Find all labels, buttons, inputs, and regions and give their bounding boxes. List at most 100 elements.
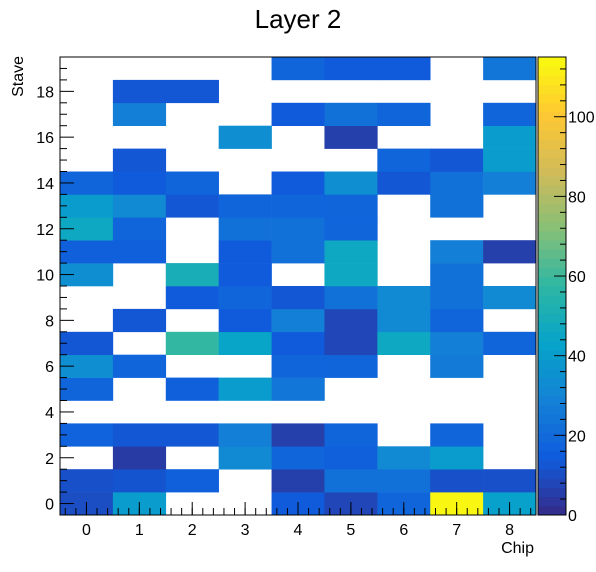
palette-band [538,176,566,186]
heatmap-cell-chip3-stave8 [218,308,272,333]
heatmap-cell-chip8-stave7 [483,331,537,355]
y-tick-label: 12 [36,222,54,239]
heatmap-cell-chip2-stave7 [165,331,219,355]
palette-band [538,359,566,369]
palette-axis: 0 20 40 60 80 100 [554,68,595,525]
heatmap-cell-chip6-stave9 [377,286,431,310]
y-tick-label: 14 [36,176,54,193]
heatmap-cell-chip3-stave10 [218,263,272,287]
palette-band [538,75,566,85]
heatmap-cell-chip1-stave15 [112,148,167,172]
heatmap-cell-chip0-stave6 [60,354,114,378]
heatmap-cell-chip4-stave5 [271,377,325,401]
heatmap-cell-chip8-stave19 [483,57,537,81]
palette-band [538,276,566,287]
palette-band [538,84,566,95]
palette-tick-label: 40 [568,349,586,366]
palette-band [538,221,566,232]
x-tick-label: 2 [188,522,197,539]
palette-band [538,203,566,214]
palette-band [538,478,566,488]
palette-frame [537,56,567,516]
heatmap-cell-chip6-stave19 [377,57,431,81]
heatmap-cell-chip6-stave17 [377,102,431,126]
x-axis-label: Chip [501,540,534,557]
heatmap-cell-chip1-stave13 [112,194,167,218]
x-tick-label: 4 [294,522,303,539]
palette-band [538,340,566,351]
heatmap-cell-chip0-stave13 [60,194,114,218]
heatmap-cell-chip1-stave8 [112,308,167,333]
heatmap-cell-chip1-stave3 [112,423,167,447]
heatmap-cell-chip8-stave1 [483,469,537,493]
heatmap-cell-chip4-stave19 [271,57,325,81]
palette-tick-label: 0 [568,508,577,525]
heatmap-cell-chip5-stave12 [324,217,378,241]
heatmap-cell-chip8-stave15 [483,148,537,172]
heatmap-cell-chip0-stave10 [60,263,114,287]
x-tick-label: 3 [241,522,250,539]
heatmap-cell-chip1-stave11 [112,240,167,264]
heatmap-cell-chip1-stave18 [112,79,167,104]
heatmap-cell-chip5-stave10 [324,263,378,287]
palette-band [538,313,566,324]
heatmap-cell-chip3-stave2 [218,446,272,470]
y-tick-label: 0 [45,497,54,514]
heatmap-cell-chip1-stave12 [112,217,167,241]
heatmap-cell-chip5-stave14 [324,171,378,195]
palette-tick-label: 20 [568,428,586,445]
palette-band [538,496,566,507]
heatmap-cell-chip2-stave3 [165,423,219,447]
palette-band [538,460,566,470]
heatmap-cell-chip5-stave6 [324,354,378,378]
heatmap-cell-chip3-stave3 [218,423,272,447]
heatmap-cell-chip4-stave13 [271,194,325,218]
x-tick-label: 1 [135,522,144,539]
palette-band [538,57,566,67]
y-tick-label: 10 [36,268,54,285]
palette-band [538,368,566,378]
heatmap-cell-chip4-stave7 [271,331,325,355]
palette-band [538,185,566,195]
heatmap-cell-chip7-stave3 [430,423,484,447]
heatmap-cell-chip3-stave16 [218,125,272,149]
heatmap-cell-chip3-stave9 [218,286,272,310]
color-palette [538,57,566,516]
heatmap-cell-chip5-stave3 [324,423,378,447]
palette-band [538,130,566,140]
heatmap-cell-chip4-stave8 [271,308,325,333]
heatmap-cell-chip5-stave17 [324,102,378,126]
palette-tick-label: 100 [568,110,595,127]
heatmap-cell-chip0-stave14 [60,171,114,195]
heatmap-cell-chip8-stave9 [483,286,537,310]
heatmap-cell-chip7-stave15 [430,148,484,172]
heatmap-cell-chip0-stave5 [60,377,114,401]
palette-band [538,331,566,342]
palette-band [538,469,566,479]
palette-band [538,304,566,314]
heatmap-cell-chip7-stave13 [430,194,484,218]
heatmap-cell-chip2-stave13 [165,194,219,218]
palette-band [538,102,566,113]
heatmap-cell-chip3-stave5 [218,377,272,401]
x-tick-label: 8 [505,522,514,539]
palette-band [538,450,566,461]
palette-band [538,405,566,415]
heatmap-cell-chip6-stave1 [377,469,431,493]
palette-band [538,111,566,122]
heatmap-cell-chip7-stave1 [430,469,484,493]
y-tick-label: 2 [45,451,54,468]
palette-tick-label: 80 [568,189,586,206]
palette-band [538,194,566,204]
x-tick-label: 0 [82,522,91,539]
palette-band [538,258,566,269]
heatmap-cell-chip6-stave14 [377,171,431,195]
heatmap-cell-chip1-stave6 [112,354,167,378]
palette-band [538,139,566,149]
palette-band [538,322,566,333]
heatmap-cell-chip7-stave14 [430,171,484,195]
heatmap-cell-chip7-stave9 [430,286,484,310]
heatmap-cell-chip5-stave2 [324,446,378,470]
heatmap-cell-chip1-stave14 [112,171,167,195]
